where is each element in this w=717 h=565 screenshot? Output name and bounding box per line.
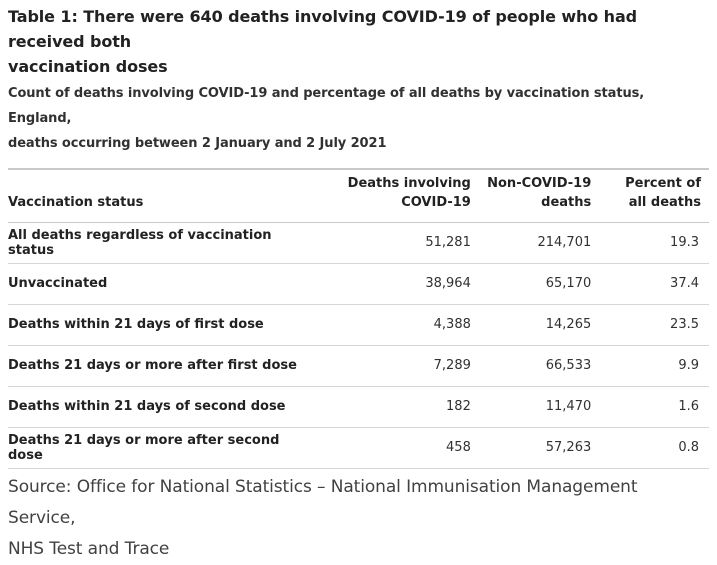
deaths-table: Vaccination status Deaths involving COVI… <box>8 168 709 469</box>
table-subtitle-line-2: deaths occurring between 2 January and 2… <box>8 136 387 151</box>
row-status: Unvaccinated <box>8 276 108 291</box>
table-title-line-2: vaccination doses <box>8 57 168 76</box>
source-note-line-1: Source: Office for National Statistics –… <box>8 476 638 528</box>
row-percent: 19.3 <box>670 235 699 250</box>
table-row: Deaths within 21 days of second dose 182… <box>8 386 709 427</box>
row-status: Deaths within 21 days of first dose <box>8 317 264 332</box>
table-row: Deaths within 21 days of first dose 4,38… <box>8 304 709 345</box>
table-row: All deaths regardless of vaccination sta… <box>8 222 709 263</box>
row-percent: 23.5 <box>670 317 699 332</box>
row-percent: 37.4 <box>670 276 699 291</box>
row-covid-deaths: 4,388 <box>433 317 471 332</box>
row-non-covid-deaths: 57,263 <box>545 440 592 455</box>
row-status: Deaths 21 days or more after second dose <box>8 432 280 463</box>
header-deaths-involving-covid: Deaths involving COVID-19 <box>303 169 471 223</box>
table-row: Deaths 21 days or more after second dose… <box>8 427 709 468</box>
row-covid-deaths: 7,289 <box>433 358 471 373</box>
table-title: Table 1: There were 640 deaths involving… <box>8 4 709 79</box>
header-non-covid-deaths: Non-COVID-19 deaths <box>470 169 592 223</box>
table-title-line-1: Table 1: There were 640 deaths involving… <box>8 7 637 51</box>
header-vaccination-status-label: Vaccination status <box>8 194 144 210</box>
header-non-covid-deaths-line-2: deaths <box>541 194 592 210</box>
row-non-covid-deaths: 65,170 <box>545 276 592 291</box>
row-percent: 0.8 <box>678 440 699 455</box>
row-covid-deaths: 458 <box>446 440 471 455</box>
row-covid-deaths: 38,964 <box>425 276 471 291</box>
header-percent-line-1: Percent of <box>625 175 701 191</box>
table-body: All deaths regardless of vaccination sta… <box>8 222 709 468</box>
row-non-covid-deaths: 66,533 <box>545 358 592 373</box>
header-vaccination-status: Vaccination status <box>8 169 304 223</box>
row-status: All deaths regardless of vaccination sta… <box>8 227 272 258</box>
table-subtitle-line-1: Count of deaths involving COVID-19 and p… <box>8 86 645 126</box>
source-note: Source: Office for National Statistics –… <box>8 472 709 565</box>
row-percent: 1.6 <box>678 399 699 414</box>
row-status: Deaths within 21 days of second dose <box>8 399 286 414</box>
header-percent-of-all-deaths: Percent of all deaths <box>591 169 709 223</box>
header-row: Vaccination status Deaths involving COVI… <box>8 169 709 223</box>
header-percent-line-2: all deaths <box>628 194 701 210</box>
row-status: Deaths 21 days or more after first dose <box>8 358 297 373</box>
header-deaths-involving-covid-line-1: Deaths involving <box>347 175 471 191</box>
row-covid-deaths: 182 <box>446 399 471 414</box>
row-non-covid-deaths: 14,265 <box>545 317 592 332</box>
table-row: Unvaccinated 38,964 65,170 37.4 <box>8 263 709 304</box>
table-subtitle: Count of deaths involving COVID-19 and p… <box>8 81 709 156</box>
header-non-covid-deaths-line-1: Non-COVID-19 <box>487 175 592 191</box>
row-non-covid-deaths: 214,701 <box>537 235 592 250</box>
table-row: Deaths 21 days or more after first dose … <box>8 345 709 386</box>
row-percent: 9.9 <box>678 358 699 373</box>
header-deaths-involving-covid-line-2: COVID-19 <box>401 194 471 210</box>
row-non-covid-deaths: 11,470 <box>545 399 592 414</box>
row-covid-deaths: 51,281 <box>425 235 471 250</box>
table-header: Vaccination status Deaths involving COVI… <box>8 169 709 223</box>
source-note-line-2: NHS Test and Trace <box>8 538 170 559</box>
